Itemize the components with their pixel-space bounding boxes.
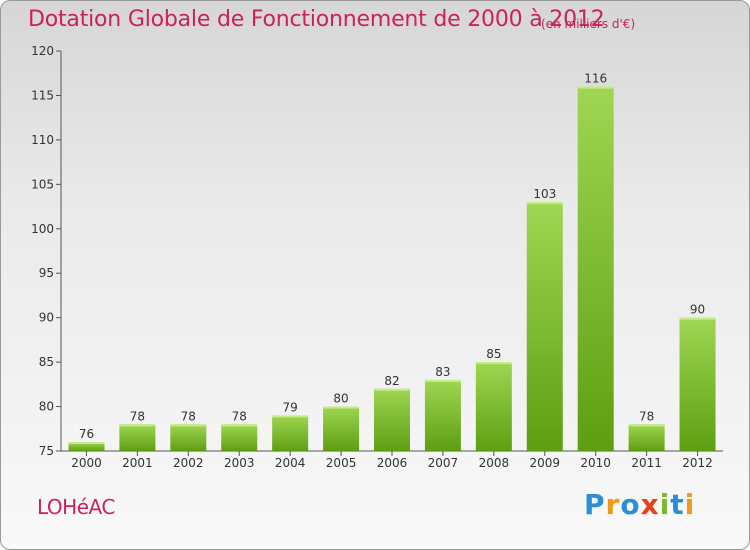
y-tick-label: 110 — [31, 133, 54, 147]
x-tick-label: 2004 — [275, 456, 306, 470]
data-labels: 76 78 78 78 79 80 82 83 85 103 116 78 90 — [79, 72, 705, 442]
logo-letter: i — [659, 488, 671, 521]
y-tick-label: 95 — [39, 266, 54, 280]
x-tick-label: 2003 — [224, 456, 255, 470]
logo-letter: P — [584, 488, 606, 521]
bar-highlight — [628, 424, 665, 427]
bar — [679, 317, 716, 451]
bar-value-label: 90 — [690, 303, 705, 317]
x-tick-label: 2000 — [71, 456, 102, 470]
x-tick-label: 2011 — [631, 456, 662, 470]
logo-letter: x — [640, 488, 660, 521]
bar — [628, 424, 665, 451]
bar-highlight — [68, 442, 105, 445]
bar — [119, 424, 156, 451]
bar-value-label: 76 — [79, 427, 94, 441]
x-tick-label: 2012 — [682, 456, 713, 470]
logo-letter: i — [684, 488, 696, 521]
bar-highlight — [221, 424, 258, 427]
y-tick-label: 120 — [31, 44, 54, 58]
y-tick-label: 100 — [31, 222, 54, 236]
y-tick-label: 85 — [39, 355, 54, 369]
axes: 75 80 85 90 95 100 105 110 115 120 2000 2001 2002 200… — [31, 44, 723, 470]
bar-highlight — [577, 86, 614, 89]
bar-value-label: 83 — [435, 365, 450, 379]
bar-highlight — [374, 388, 410, 391]
x-tick-label: 2010 — [580, 456, 611, 470]
bar-value-label: 78 — [181, 409, 196, 423]
bar-highlight — [475, 362, 512, 365]
bar — [475, 362, 512, 451]
bar — [374, 388, 410, 451]
bar — [526, 202, 563, 451]
bar — [221, 424, 258, 451]
y-tick-label: 115 — [31, 88, 54, 102]
bar-value-label: 78 — [130, 409, 145, 423]
x-tick-label: 2007 — [428, 456, 459, 470]
bar — [424, 379, 461, 451]
bar-highlight — [679, 317, 716, 320]
bar-value-label: 79 — [283, 400, 298, 414]
bar — [68, 442, 105, 451]
y-tick-label: 80 — [39, 400, 54, 414]
bar-highlight — [526, 202, 563, 205]
logo-letter: r — [605, 488, 621, 521]
logo-letter: o — [620, 488, 641, 521]
bar — [577, 86, 614, 452]
y-tick-label: 90 — [39, 311, 54, 325]
bar-highlight — [424, 379, 461, 382]
x-tick-label: 2005 — [326, 456, 357, 470]
x-tick-label: 2002 — [173, 456, 204, 470]
y-tick-label: 75 — [39, 444, 54, 458]
bar-highlight — [323, 406, 360, 409]
bar — [272, 415, 309, 451]
x-tick-label: 2006 — [377, 456, 408, 470]
bar-value-label: 85 — [486, 347, 501, 361]
commune-name: LOHéAC — [37, 495, 115, 519]
bar — [323, 406, 360, 451]
chart-subtitle: (en milliers d'€) — [541, 17, 636, 31]
bar-highlight — [119, 424, 156, 427]
logo-letter: t — [670, 488, 685, 521]
bar-value-label: 82 — [384, 374, 399, 388]
bar-value-label: 78 — [639, 409, 654, 423]
bar-highlight — [272, 415, 309, 418]
x-tick-label: 2009 — [529, 456, 560, 470]
bar — [170, 424, 207, 451]
bar-highlight — [170, 424, 207, 427]
x-tick-label: 2008 — [479, 456, 510, 470]
proxiti-logo: Proxiti — [584, 488, 695, 521]
bar-value-label: 116 — [584, 72, 607, 86]
bar-value-label: 103 — [533, 187, 556, 201]
chart-title: Dotation Globale de Fonctionnement de 20… — [28, 7, 605, 32]
bar-value-label: 80 — [333, 392, 348, 406]
x-tick-label: 2001 — [122, 456, 153, 470]
bars — [68, 86, 716, 452]
bar-value-label: 78 — [232, 409, 247, 423]
y-tick-label: 105 — [31, 177, 54, 191]
